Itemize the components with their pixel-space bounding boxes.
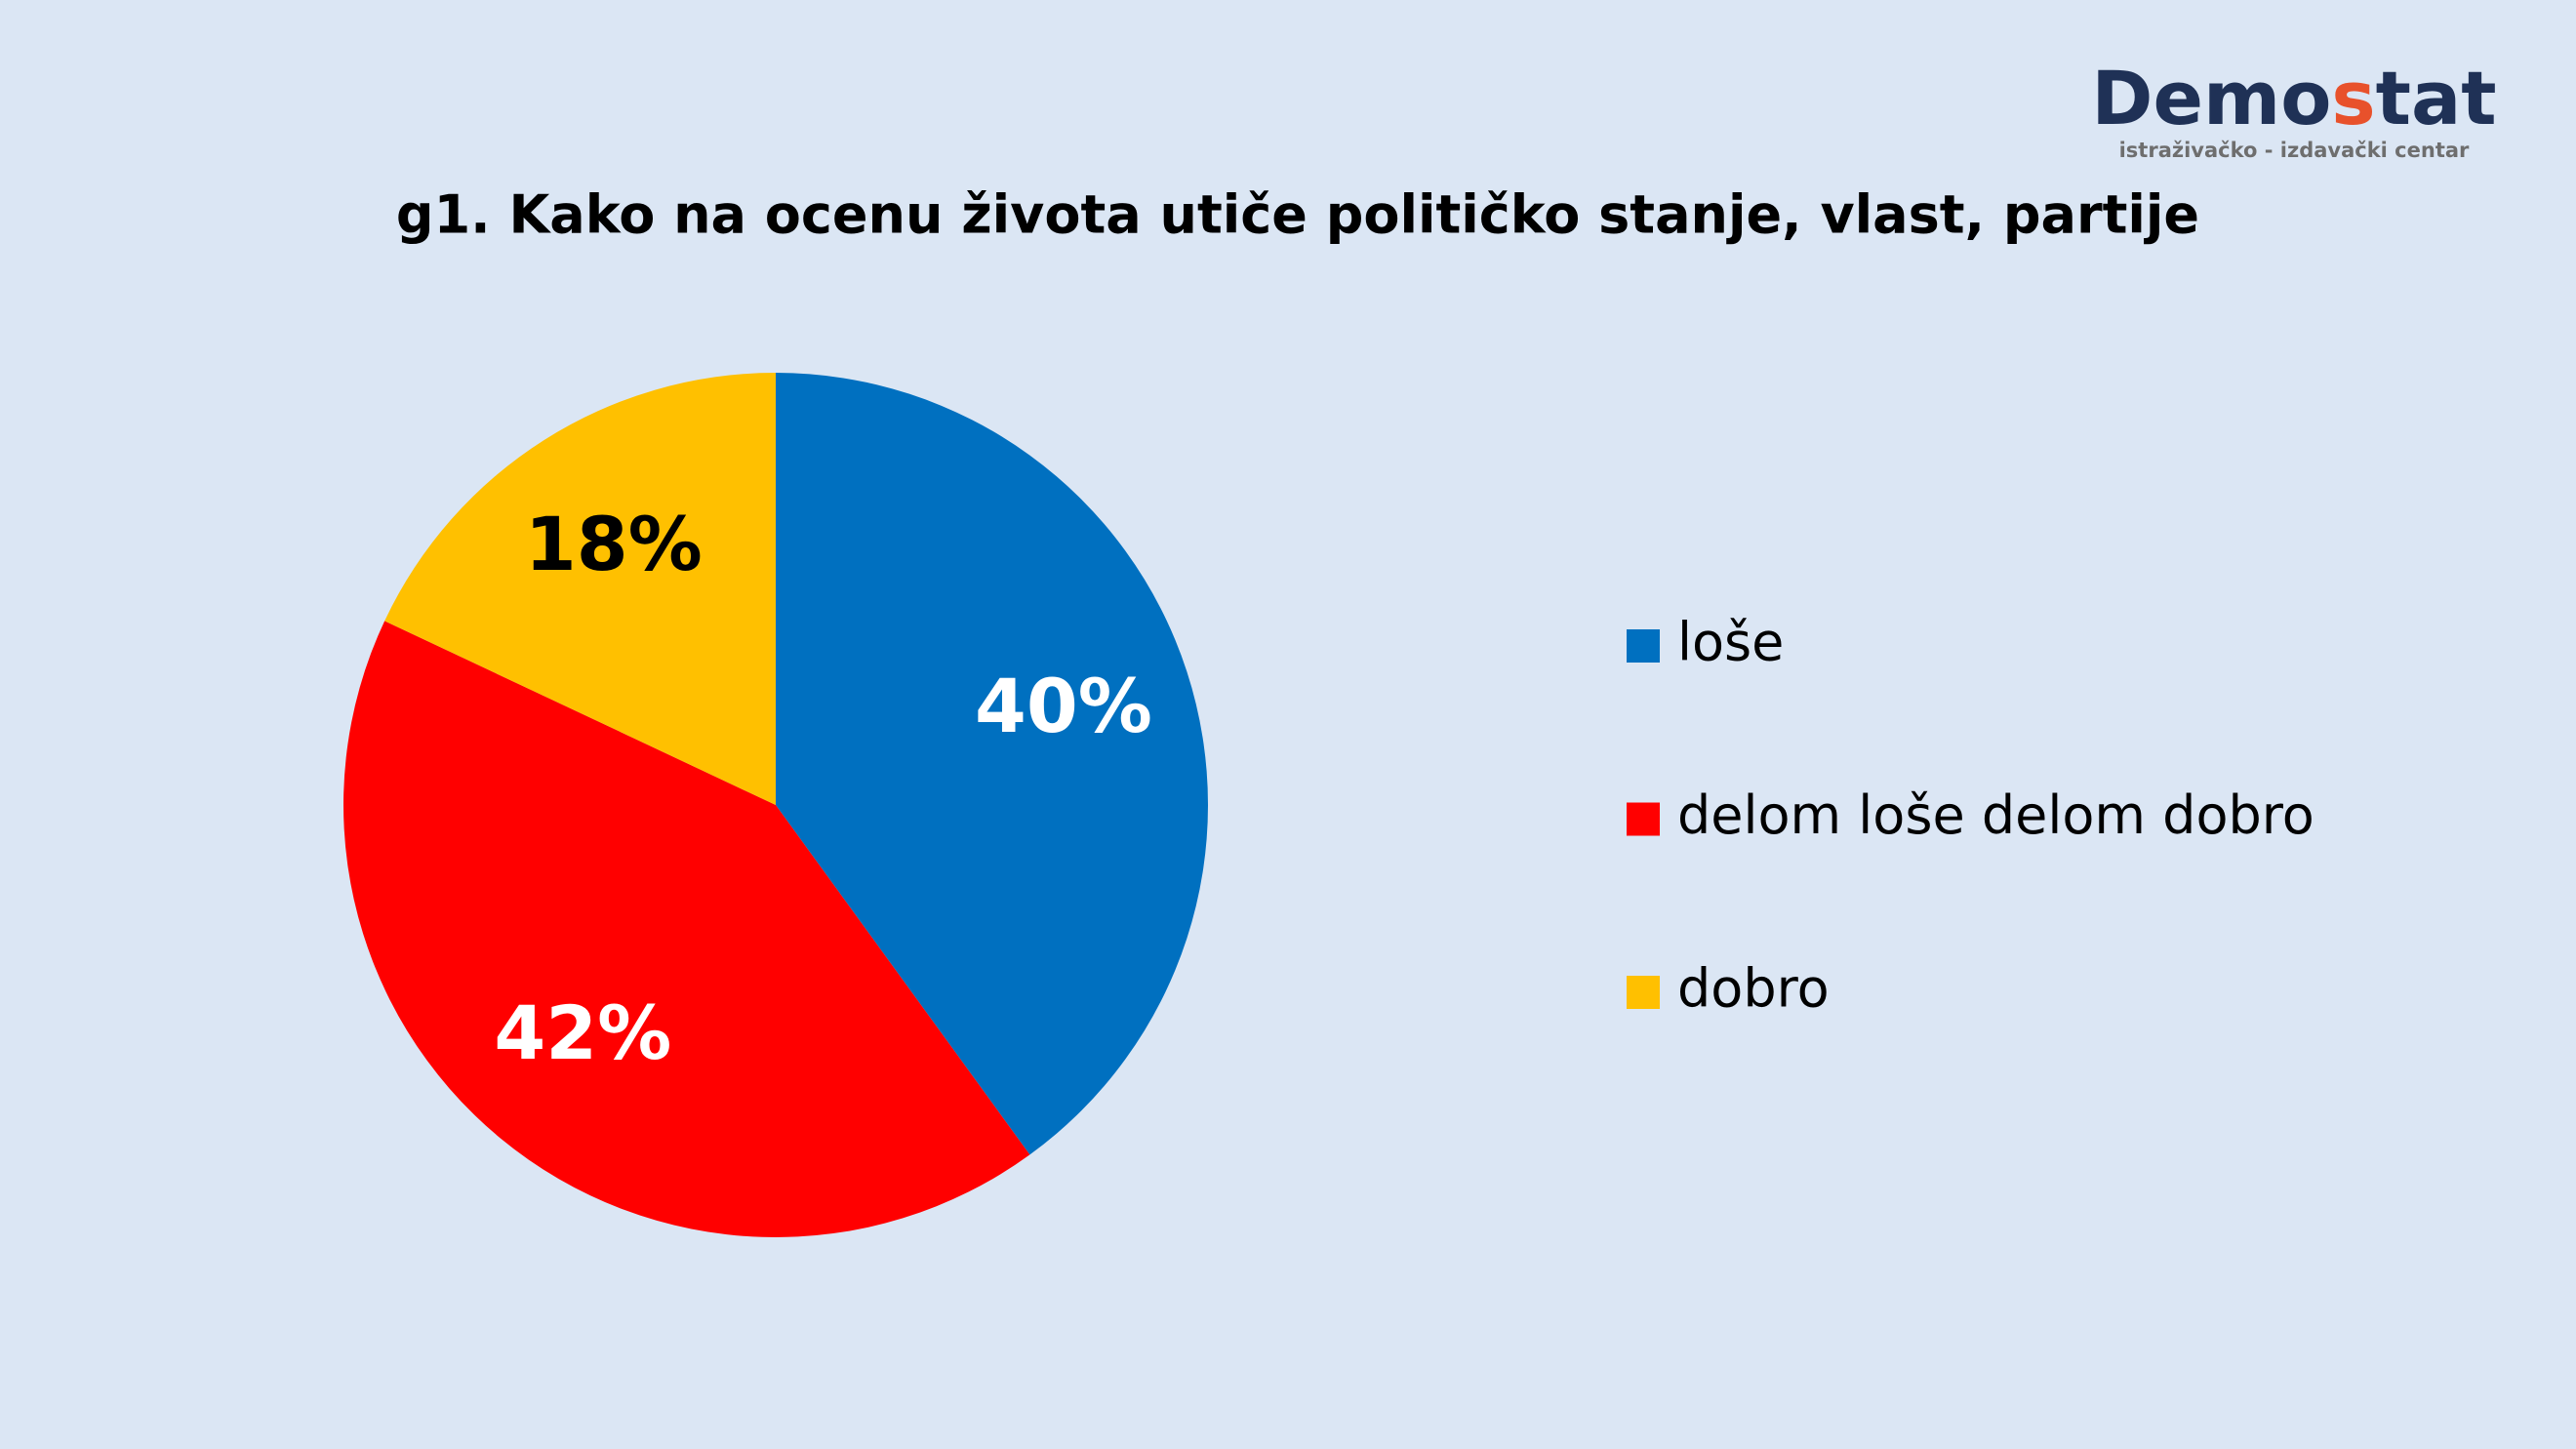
logo-part: Demo xyxy=(2091,55,2331,141)
data-label: 40% xyxy=(975,663,1152,749)
legend-label: loše xyxy=(1677,612,1784,673)
legend-label: dobro xyxy=(1677,958,1830,1020)
logo-name: Demostat xyxy=(2091,55,2496,141)
logo-tagline: istraživačko - izdavački centar xyxy=(2119,139,2470,162)
logo-part: tat xyxy=(2376,55,2497,141)
data-label: 18% xyxy=(525,501,703,587)
legend-swatch xyxy=(1627,802,1660,836)
data-label: 42% xyxy=(494,989,671,1076)
pie-slice xyxy=(384,373,776,805)
chart-title: g1. Kako na ocenu života utiče političko… xyxy=(396,184,2199,246)
legend-label: delom loše delom dobro xyxy=(1677,785,2314,846)
pie-slice xyxy=(776,373,1209,1155)
pie-slice xyxy=(342,621,1030,1238)
legend-swatch xyxy=(1627,976,1660,1009)
logo-part: s xyxy=(2331,55,2375,141)
legend-swatch xyxy=(1627,629,1660,663)
